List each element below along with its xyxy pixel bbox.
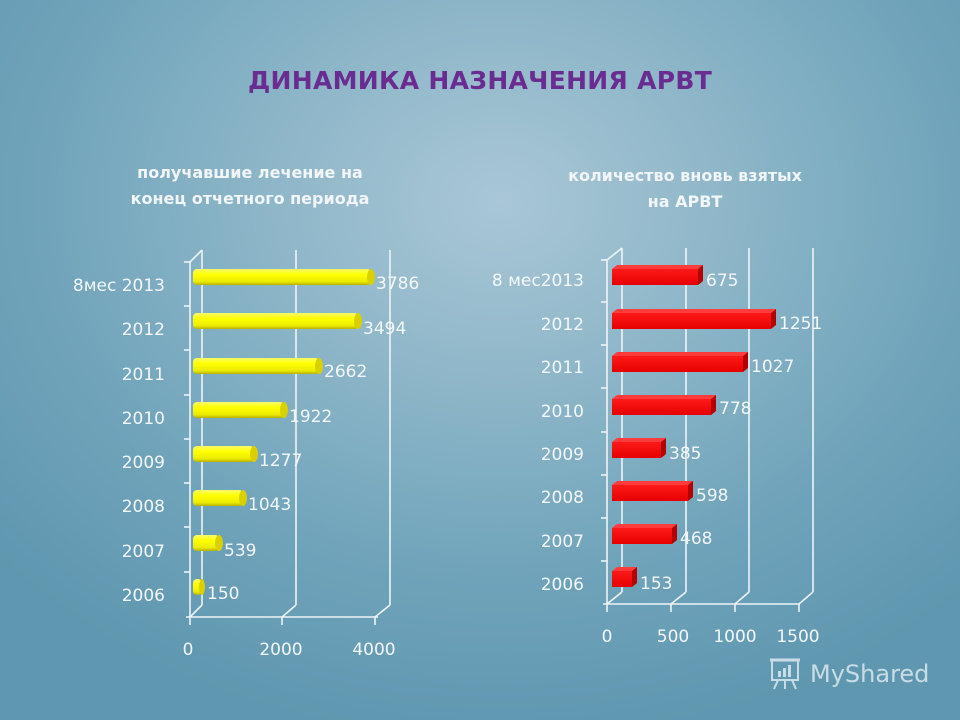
- left-bar-8mes2013: [193, 269, 375, 285]
- left-cat-label: 8мес 2013: [73, 276, 165, 296]
- right-cat-label: 2010: [541, 402, 584, 422]
- right-value-label: 385: [669, 444, 701, 464]
- right-cat-label: 2007: [541, 532, 584, 552]
- left-x-ticks: 0 2000 4000: [183, 640, 396, 660]
- left-cat-label: 2006: [122, 586, 165, 606]
- left-value-labels: 3786 3494 2662 1922 1277 1043 539 150: [207, 274, 419, 604]
- right-tick: 1500: [776, 627, 819, 647]
- right-bar-2009: [612, 438, 666, 458]
- slide-title: ДИНАМИКА НАЗНАЧЕНИЯ АРВТ: [247, 66, 713, 95]
- right-value-label: 1251: [779, 314, 822, 334]
- left-value-label: 539: [224, 541, 256, 561]
- watermark: MyShared: [766, 654, 929, 694]
- right-bar-2008: [612, 481, 693, 501]
- right-cat-label: 2012: [541, 315, 584, 335]
- left-tick: 2000: [259, 640, 302, 660]
- right-value-label: 468: [680, 529, 712, 549]
- right-tick: 0: [602, 627, 613, 647]
- right-cat-label: 8 мес2013: [492, 271, 584, 291]
- right-value-label: 153: [640, 574, 672, 594]
- left-category-labels: 8мес 2013 2012 2011 2010 2009 2008 2007 …: [73, 276, 165, 606]
- left-cat-label: 2012: [122, 320, 165, 340]
- left-chart: 8мес 2013 2012 2011 2010 2009 2008 2007 …: [73, 249, 419, 660]
- left-bar-2007: [193, 535, 223, 551]
- right-bar-2007: [612, 524, 677, 544]
- left-cat-label: 2008: [122, 497, 165, 517]
- right-cat-label: 2011: [541, 358, 584, 378]
- right-bar-2011: [612, 352, 748, 372]
- left-value-label: 3494: [363, 319, 406, 339]
- right-subtitle-line2: на АРВТ: [647, 192, 723, 211]
- left-bar-2010: [193, 402, 288, 418]
- left-value-label: 1922: [289, 407, 332, 427]
- right-tick: 1000: [713, 627, 756, 647]
- left-bar-2008: [193, 490, 247, 506]
- left-cat-label: 2011: [122, 365, 165, 385]
- right-category-labels: 8 мес2013 2012 2011 2010 2009 2008 2007 …: [492, 271, 584, 595]
- right-x-ticks: 0 500 1000 1500: [602, 627, 820, 647]
- right-cat-label: 2006: [541, 575, 584, 595]
- watermark-text: MyShared: [810, 660, 930, 688]
- right-value-labels: 675 1251 1027 778 385 598 468 153: [640, 271, 822, 594]
- right-chart: 8 мес2013 2012 2011 2010 2009 2008 2007 …: [492, 247, 822, 647]
- left-bar-2011: [193, 358, 323, 374]
- right-cat-label: 2009: [541, 445, 584, 465]
- right-subtitle-line1: количество вновь взятых: [568, 166, 802, 185]
- right-bar-8mes2013: [612, 265, 703, 285]
- left-cat-label: 2007: [122, 542, 165, 562]
- left-bar-2012: [193, 313, 362, 329]
- left-cat-label: 2010: [122, 409, 165, 429]
- left-subtitle-line2: конец отчетного периода: [130, 189, 370, 208]
- left-subtitle-line1: получавшие лечение на: [137, 163, 363, 182]
- right-bar-2010: [612, 395, 716, 415]
- left-value-label: 1277: [259, 451, 302, 471]
- left-value-label: 150: [207, 584, 239, 604]
- left-cat-label: 2009: [122, 453, 165, 473]
- right-value-label: 598: [696, 486, 728, 506]
- right-cat-label: 2008: [541, 488, 584, 508]
- left-tick: 0: [183, 640, 194, 660]
- right-tick: 500: [657, 627, 689, 647]
- right-chart-grid: [601, 247, 814, 612]
- left-value-label: 3786: [376, 274, 419, 294]
- left-tick: 4000: [352, 640, 395, 660]
- left-value-label: 1043: [248, 495, 291, 515]
- left-value-label: 2662: [324, 362, 367, 382]
- presentation-board-icon: [770, 658, 800, 690]
- left-chart-grid: [184, 249, 391, 625]
- right-value-label: 778: [719, 399, 751, 419]
- right-value-label: 675: [706, 271, 738, 291]
- right-value-label: 1027: [751, 357, 794, 377]
- right-bar-2006: [612, 567, 637, 587]
- left-chart-subtitle: получавшие лечение на конец отчетного пе…: [90, 160, 410, 212]
- left-bar-2009: [193, 446, 258, 462]
- right-chart-subtitle: количество вновь взятых на АРВТ: [530, 163, 840, 215]
- right-bar-2012: [612, 309, 776, 329]
- left-bar-2006: [193, 579, 205, 595]
